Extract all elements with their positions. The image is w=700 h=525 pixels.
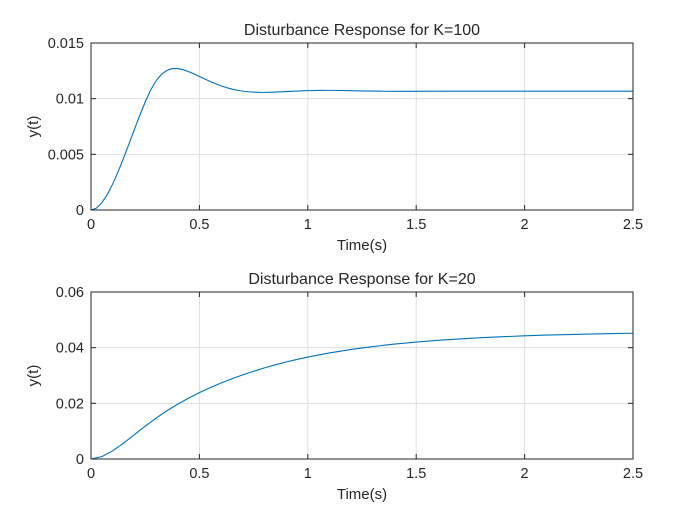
bottom-subplot-series	[90, 332, 634, 460]
bottom-subplot-y-tick-label: 0	[76, 452, 84, 468]
top-subplot-y-tick-label: 0.01	[56, 92, 84, 108]
bottom-subplot-title: Disturbance Response for K=20	[248, 271, 475, 288]
top-subplot-y-axis-label: y(t)	[25, 116, 42, 138]
top-subplot-x-tick-label: 0.5	[189, 217, 209, 233]
bottom-subplot-x-tick-label: 0	[87, 466, 95, 482]
top-subplot-x-tick-label: 1.5	[406, 217, 426, 233]
top-subplot-x-axis-label: Time(s)	[337, 237, 387, 254]
bottom-subplot-y-tick-label: 0.06	[56, 285, 84, 301]
top-subplot-y-tick-label: 0.015	[48, 36, 84, 52]
top-subplot-axes-box	[90, 42, 634, 211]
bottom-subplot-x-tick-label: 2	[521, 466, 529, 482]
top-subplot-ticks: 0 0.5 1 1.5 2 2.5 0 0.005 0.01 0.015	[48, 36, 643, 233]
top-subplot-x-tick-label: 2.5	[623, 217, 643, 233]
top-subplot-x-tick-label: 1	[304, 217, 312, 233]
top-subplot-series	[90, 67, 633, 211]
bottom-subplot-y-tick-label: 0.02	[56, 396, 84, 412]
bottom-subplot-series-line	[90, 332, 634, 460]
top-subplot: 0 0.5 1 1.5 2 2.5 0 0.005 0.01 0.015 Disturbance …	[25, 22, 643, 254]
top-subplot-y-tick-label: 0.005	[48, 147, 84, 163]
bottom-subplot-x-tick-label: 1.5	[406, 466, 426, 482]
top-subplot-series-line	[90, 67, 633, 211]
bottom-subplot-x-tick-label: 2.5	[623, 466, 643, 482]
bottom-subplot-axes-box	[90, 291, 634, 460]
top-subplot-x-tick-label: 0	[87, 217, 95, 233]
bottom-subplot-x-tick-label: 1	[304, 466, 312, 482]
bottom-subplot: 0 0.5 1 1.5 2 2.5 0 0.02 0.04 0.06 Disturbance Re…	[25, 271, 643, 503]
top-subplot-x-tick-label: 2	[521, 217, 529, 233]
top-subplot-y-tick-label: 0	[76, 203, 84, 219]
bottom-subplot-ticks: 0 0.5 1 1.5 2 2.5 0 0.02 0.04 0.06	[56, 285, 643, 482]
bottom-subplot-x-tick-label: 0.5	[189, 466, 209, 482]
bottom-subplot-y-axis-label: y(t)	[25, 365, 42, 387]
top-subplot-title: Disturbance Response for K=100	[244, 22, 480, 39]
bottom-subplot-y-tick-label: 0.04	[56, 341, 84, 357]
bottom-subplot-x-axis-label: Time(s)	[337, 486, 387, 503]
